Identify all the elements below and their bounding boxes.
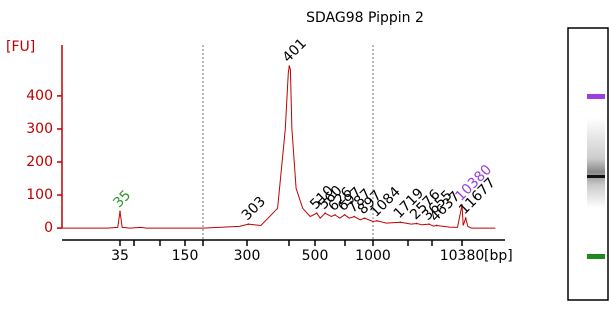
gel-band-upper (587, 94, 605, 99)
peak-label: 303 (239, 194, 269, 224)
gel-band-main (587, 175, 605, 178)
y-tick-label: 0 (44, 220, 53, 236)
x-tick-label: 35 (111, 248, 129, 264)
x-tick-label: 500 (302, 248, 329, 264)
y-tick-label: 300 (26, 121, 53, 137)
gel-smear (587, 118, 605, 208)
x-tick-label: 10380 (440, 248, 485, 264)
y-tick-label: 200 (26, 154, 53, 170)
y-tick-label: 400 (26, 88, 53, 104)
peak-label: 401 (280, 36, 310, 66)
peak-label: 35 (110, 187, 134, 211)
x-unit-label: [bp] (484, 248, 513, 264)
x-tick-label: 1000 (355, 248, 391, 264)
x-tick-label: 150 (172, 248, 199, 264)
gel-band-lower (587, 254, 605, 259)
chart-title: SDAG98 Pippin 2 (306, 10, 424, 26)
y-axis-label: [FU] (6, 39, 35, 55)
y-tick-label: 100 (26, 187, 53, 203)
chart: SDAG98 Pippin 2 [FU] 0 100 200 300 400 35 150 3… (0, 0, 609, 311)
x-tick-label: 300 (234, 248, 261, 264)
